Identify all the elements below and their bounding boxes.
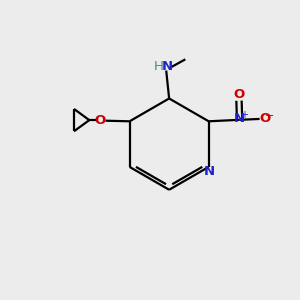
Text: +: + bbox=[240, 110, 248, 120]
Text: N: N bbox=[233, 112, 244, 125]
Text: −: − bbox=[265, 111, 274, 121]
Text: H: H bbox=[154, 61, 164, 74]
Text: N: N bbox=[204, 165, 215, 178]
Text: O: O bbox=[259, 112, 271, 125]
Text: N: N bbox=[162, 61, 173, 74]
Text: O: O bbox=[233, 88, 244, 101]
Text: O: O bbox=[95, 114, 106, 127]
